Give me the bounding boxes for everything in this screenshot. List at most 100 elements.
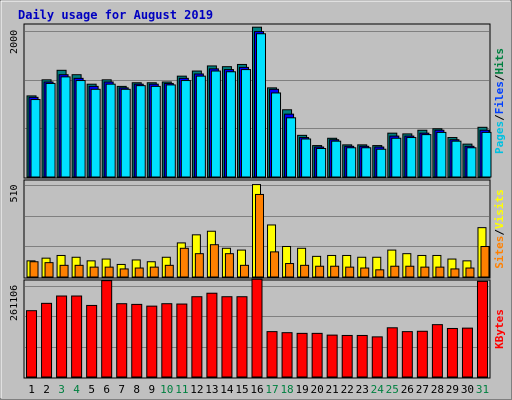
bar-kbytes-day-5	[86, 304, 98, 378]
x-tick-label: 15	[235, 383, 248, 396]
bar-kbytes-day-25	[386, 327, 398, 378]
y-max-label: 510	[9, 184, 20, 202]
bar-sites-day-15	[239, 264, 249, 278]
x-tick-label: 7	[118, 383, 125, 396]
bar-kbytes-day-24	[371, 336, 383, 378]
bar-pages-day-26	[406, 137, 417, 178]
bar-sites-day-5	[89, 266, 99, 278]
x-tick-label: 6	[103, 383, 110, 396]
legend-part: /	[493, 229, 506, 236]
bar-sites-day-14	[224, 253, 234, 278]
bar-kbytes-day-26	[401, 331, 413, 378]
bar-kbytes-day-3	[56, 295, 68, 378]
series-legend-label: Sites/Visits	[493, 189, 506, 269]
x-tick-label: 25	[386, 383, 399, 396]
x-tick-label: 9	[148, 383, 155, 396]
x-tick-label: 29	[446, 383, 459, 396]
bar-kbytes-day-15	[236, 296, 248, 378]
bar-kbytes-day-19	[296, 332, 308, 378]
bar-pages-day-6	[105, 83, 116, 178]
bar-kbytes-day-2	[41, 302, 53, 378]
panel-3: 261106 KBytes	[9, 278, 506, 379]
x-tick-label: 24	[371, 383, 385, 396]
bar-sites-day-31	[480, 245, 490, 278]
bar-sites-day-20	[315, 265, 325, 278]
bar-kbytes-day-17	[266, 331, 278, 378]
y-max-label: 261106	[9, 285, 20, 321]
bar-pages-day-9	[150, 85, 161, 178]
bar-pages-day-27	[421, 134, 432, 178]
bar-sites-day-13	[209, 244, 219, 278]
bar-kbytes-day-9	[146, 305, 158, 378]
bar-kbytes-day-18	[281, 332, 293, 378]
bar-kbytes-day-16	[251, 278, 263, 378]
bar-kbytes-day-31	[476, 280, 488, 378]
series-kbytes	[26, 278, 488, 378]
bar-sites-day-3	[59, 264, 69, 278]
bar-pages-day-22	[346, 147, 357, 178]
bar-pages-day-19	[301, 138, 312, 178]
bar-kbytes-day-30	[461, 327, 473, 378]
x-tick-label: 5	[88, 383, 95, 396]
x-tick-label: 17	[265, 383, 278, 396]
bar-pages-day-25	[391, 137, 402, 178]
bar-kbytes-day-29	[446, 327, 458, 378]
bar-sites-day-29	[450, 268, 460, 278]
bar-sites-day-30	[465, 267, 475, 278]
bar-pages-day-4	[75, 80, 86, 178]
bar-pages-day-21	[331, 140, 342, 178]
bar-kbytes-day-7	[116, 303, 128, 378]
bar-pages-day-16	[256, 33, 266, 178]
bar-pages-day-30	[466, 147, 477, 178]
bar-kbytes-day-28	[431, 324, 443, 378]
x-tick-label: 22	[341, 383, 354, 396]
legend-part: Hits	[493, 48, 506, 75]
x-tick-label: 21	[326, 383, 339, 396]
bar-sites-day-25	[390, 265, 400, 278]
x-tick-label: 19	[295, 383, 308, 396]
bar-pages-day-14	[225, 71, 236, 178]
x-tick-label: 2	[43, 383, 50, 396]
bar-kbytes-day-27	[416, 330, 428, 378]
bar-pages-day-20	[316, 148, 327, 178]
bar-sites-day-7	[119, 268, 129, 278]
legend-part: /	[493, 114, 506, 121]
x-tick-label: 31	[476, 383, 489, 396]
bar-kbytes-day-12	[191, 296, 203, 378]
bar-pages-day-8	[135, 85, 146, 178]
bar-kbytes-day-21	[326, 334, 338, 378]
legend-part: Files	[493, 81, 506, 114]
bar-kbytes-day-8	[131, 303, 143, 378]
bar-sites-day-1	[29, 261, 39, 278]
bar-pages-day-3	[60, 76, 71, 178]
x-tick-label: 12	[190, 383, 203, 396]
chart-title: Daily usage for August 2019	[18, 8, 213, 22]
series-pages	[30, 33, 492, 178]
legend-part: /	[493, 74, 506, 81]
bar-kbytes-day-4	[71, 295, 83, 378]
bar-sites-day-12	[194, 253, 204, 278]
bar-sites-day-19	[300, 264, 310, 278]
bar-pages-day-17	[271, 92, 282, 178]
x-tick-label: 20	[311, 383, 324, 396]
bar-pages-day-23	[361, 147, 372, 178]
bar-sites-day-27	[420, 266, 430, 278]
x-tick-label: 18	[280, 383, 293, 396]
bar-kbytes-day-20	[311, 332, 323, 378]
series-sites	[29, 193, 490, 278]
x-tick-label: 27	[416, 383, 429, 396]
bar-kbytes-day-23	[356, 334, 368, 378]
bar-sites-day-22	[345, 266, 355, 278]
series-legend-label: KBytes	[493, 309, 506, 349]
bar-pages-day-31	[481, 131, 492, 178]
x-tick-label: 11	[175, 383, 188, 396]
x-tick-label: 28	[431, 383, 444, 396]
bar-sites-day-24	[375, 269, 385, 278]
panel-2: 510 Sites/Visits	[9, 179, 506, 279]
legend-part: Pages	[493, 121, 506, 154]
bar-sites-day-9	[149, 266, 159, 278]
bar-kbytes-day-1	[26, 310, 38, 378]
